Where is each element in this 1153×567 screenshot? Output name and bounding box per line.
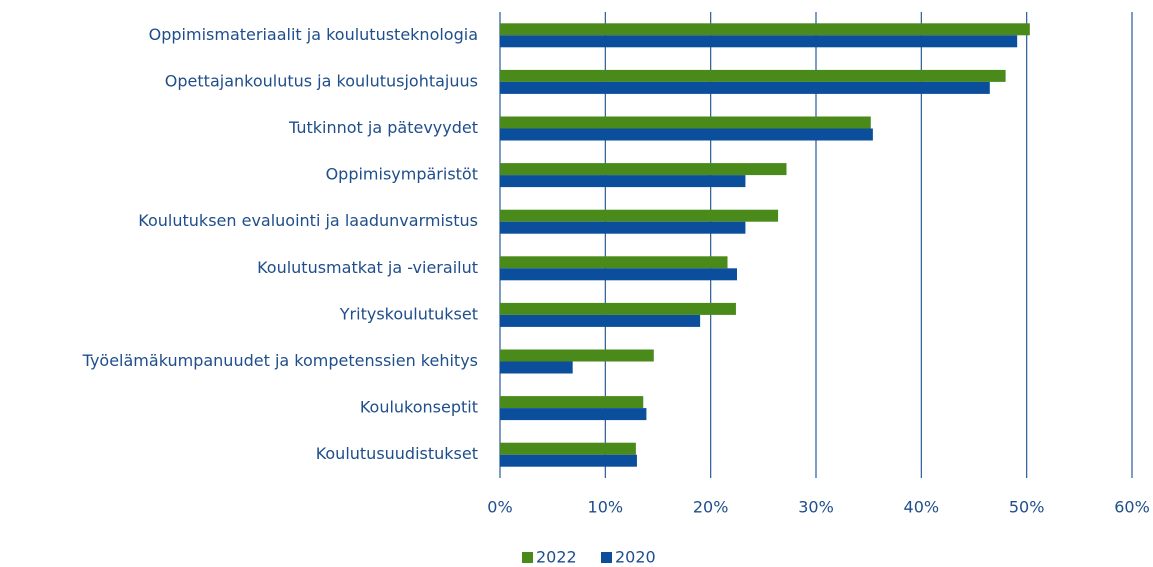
bar — [500, 116, 871, 129]
bar — [500, 128, 873, 141]
y-tick-label: Oppimisympäristöt — [326, 165, 478, 184]
legend-swatch — [522, 552, 533, 563]
x-tick-label: 20% — [693, 498, 729, 517]
bar — [500, 314, 701, 327]
bar — [500, 209, 779, 222]
bar — [500, 163, 787, 176]
bar — [500, 175, 746, 188]
y-tick-label: Koulukonseptit — [360, 398, 478, 417]
y-tick-label: Tutkinnot ja pätevyydet — [288, 118, 478, 137]
legend-label: 2022 — [536, 548, 577, 567]
bar — [500, 69, 1006, 82]
x-tick-label: 50% — [1009, 498, 1045, 517]
y-tick-label: Oppimismateriaalit ja koulutusteknologia — [149, 25, 478, 44]
legend-label: 2020 — [615, 548, 656, 567]
x-tick-label: 40% — [904, 498, 940, 517]
y-tick-label: Koulutusuudistukset — [316, 444, 478, 463]
bar — [500, 408, 647, 421]
bar — [500, 23, 1030, 36]
y-tick-label: Yrityskoulutukset — [339, 304, 478, 323]
x-tick-label: 60% — [1114, 498, 1150, 517]
x-tick-label: 0% — [487, 498, 512, 517]
y-tick-label: Opettajankoulutus ja koulutusjohtajuus — [165, 71, 478, 90]
bar — [500, 349, 654, 362]
legend-swatch — [601, 552, 612, 563]
bar — [500, 302, 736, 315]
bar — [500, 396, 644, 409]
bar — [500, 256, 728, 269]
x-tick-label: 10% — [588, 498, 624, 517]
bar — [500, 454, 637, 467]
bar — [500, 442, 636, 455]
bar — [500, 81, 990, 94]
y-tick-label: Työelämäkumpanuudet ja kompetenssien keh… — [82, 351, 478, 370]
bar — [500, 221, 746, 234]
y-tick-label: Koulutuksen evaluointi ja laadunvarmistu… — [138, 211, 478, 230]
bar — [500, 268, 737, 281]
bar — [500, 361, 573, 374]
y-tick-label: Koulutusmatkat ja -vierailut — [257, 258, 478, 277]
bar — [500, 35, 1018, 48]
x-tick-label: 30% — [798, 498, 834, 517]
